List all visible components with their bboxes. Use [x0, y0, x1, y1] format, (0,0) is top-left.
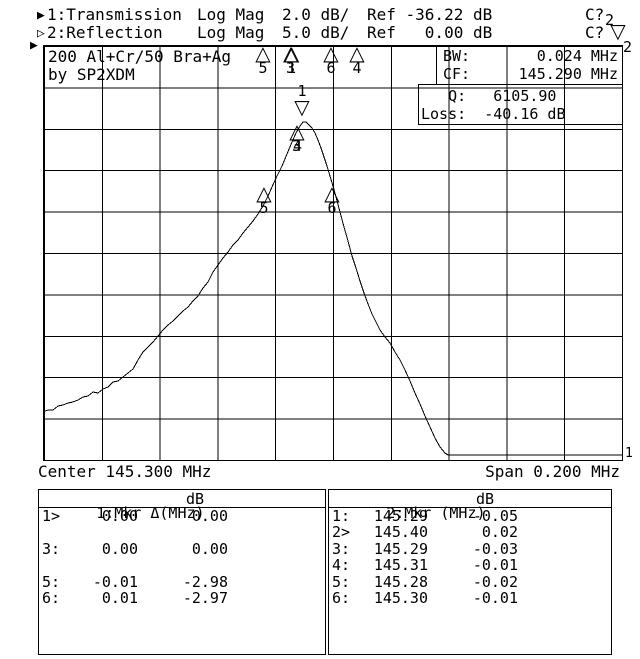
marker-2-label: 2: [623, 38, 633, 56]
trace1-edge-number: 1: [625, 446, 633, 461]
marker-3-4-trace1: △ 3 4: [288, 119, 306, 155]
table-title: 2:Mkr (MHz): [386, 504, 486, 522]
table-body: 1: 145.29 -0.05 2> 145.40 0.02 3: 145.29 -0.03…: [332, 507, 608, 607]
channel2-status-flag: C?: [585, 23, 605, 42]
marker-table-channel1: 1:Mkr Δ(MHz) dB 1> 0.00 0.00 3: 0.00 0.00 5:…: [38, 489, 326, 655]
loss-row: Loss: -40.16 dB: [421, 105, 566, 123]
marker-triangle-up-icon: △: [289, 119, 305, 143]
bw-label: BW:: [443, 47, 471, 65]
marker-label: 6: [326, 59, 336, 77]
marker-4-trace2: △ 4: [348, 41, 366, 77]
title-annotation-line1: 200 Al+Cr/50 Bra+Ag: [48, 47, 232, 66]
table-row: 5: -0.01 -2.98: [42, 572, 228, 591]
table-header-divider: [39, 507, 325, 508]
marker-triangle-up-icon: △: [255, 41, 271, 65]
bw-row: BW: 0.024 MHz: [443, 48, 618, 66]
marker-1-trace1-active: 1 ▽: [293, 82, 311, 119]
table-row: 2> 145.40 0.02: [332, 523, 518, 542]
channel1-status-subscript: 2: [605, 11, 615, 29]
channel2-inactive-icon: ▷: [37, 26, 45, 41]
table-body: 1> 0.00 0.00 3: 0.00 0.00 5: -0.01 -2.98 6: 0.0…: [42, 507, 322, 607]
table-db-column-header: dB: [476, 490, 495, 508]
table-row: 1> 0.00 0.00: [42, 507, 228, 525]
channel1-format: Log Mag: [197, 5, 265, 24]
span-label: Span 0.200 MHz: [485, 462, 620, 481]
cf-row: CF: 145.290 MHz: [443, 66, 618, 84]
q-loss-readout-box: Q: 6105.90 Loss: -40.16 dB: [418, 84, 623, 125]
table-header: 2:Mkr (MHz) dB: [332, 490, 608, 521]
cf-value: 145.290 MHz: [518, 65, 618, 83]
table-row: 1: 145.29 -0.05: [332, 507, 518, 525]
table-title: 1:Mkr Δ(MHz): [96, 504, 205, 522]
trace-1-transmission: [42, 121, 622, 456]
title-annotation-line2: by SP2XDM: [48, 65, 135, 84]
marker-triangle-up-icon: △: [349, 41, 365, 65]
marker-label: 4: [352, 59, 362, 77]
bw-value: 0.024 MHz: [536, 47, 618, 65]
bandwidth-readout-box: BW: 0.024 MHz CF: 145.290 MHz: [436, 45, 623, 85]
channel1-active-icon: ▶: [37, 8, 45, 23]
table-row: [42, 525, 322, 541]
q-row: Q: 6105.90: [421, 87, 557, 105]
marker-5-trace1: △ 5: [255, 181, 273, 217]
marker-triangle-up-icon: △: [324, 181, 340, 205]
channel1-status-flag: C?: [585, 5, 605, 24]
table-db-column-header: dB: [186, 490, 205, 508]
channel2-ref-level: Ref 0.00 dB: [367, 23, 493, 42]
channel1-scale: 2.0 dB/: [282, 5, 350, 24]
marker-6-trace2: △ 6: [322, 41, 340, 77]
marker-triangle-down-icon: ▽: [610, 19, 626, 43]
marker-triangle-up-icon: △: [323, 41, 339, 65]
channel1-title: 1:Transmission: [47, 5, 182, 24]
table-row: 6: 0.01 -2.97: [42, 588, 228, 607]
table-row: 3: 0.00 0.00: [42, 539, 228, 558]
marker-6-trace1: △ 6: [323, 181, 341, 217]
reference-position-icon: ▶: [30, 38, 38, 53]
table-row: 4: 145.31 -0.01: [332, 556, 518, 575]
table-row: 3: 145.29 -0.03: [332, 539, 518, 558]
marker-5-trace2: △ 5: [254, 41, 272, 77]
marker-label: 5: [259, 199, 269, 217]
table-header: 1:Mkr Δ(MHz) dB: [42, 490, 322, 521]
marker-label-overlap: 3 4: [292, 137, 303, 155]
marker-2-trace2-active: ▽: [609, 19, 627, 43]
table-header-divider: [329, 507, 611, 508]
marker-triangle-up-bold-icon: △ △: [283, 41, 300, 65]
channel1-ref-level: Ref -36.22 dB: [367, 5, 493, 24]
channel2-scale: 5.0 dB/: [282, 23, 350, 42]
marker-label: 6: [327, 199, 337, 217]
channel2-title: 2:Reflection: [47, 23, 163, 42]
table-row: 5: 145.28 -0.02: [332, 572, 518, 591]
plot-grid: [43, 45, 623, 461]
marker-triangle-up-icon: △: [256, 181, 272, 205]
table-row: 6: 145.30 -0.01: [332, 588, 518, 607]
channel2-format: Log Mag: [197, 23, 265, 42]
marker-triangle-down-icon: ▽: [294, 95, 310, 119]
table-row: [42, 558, 322, 574]
marker-1-3-trace2: △ △ 3 1: [282, 41, 300, 77]
marker-table-channel2: 2:Mkr (MHz) dB 1: 145.29 -0.05 2> 145.40 0.0…: [328, 489, 612, 655]
marker-label-overlap: 3 1: [286, 59, 297, 77]
cf-label: CF:: [443, 65, 471, 83]
marker-label: 1: [297, 82, 307, 100]
marker-label: 5: [258, 59, 268, 77]
center-frequency-label: Center 145.300 MHz: [38, 462, 212, 481]
